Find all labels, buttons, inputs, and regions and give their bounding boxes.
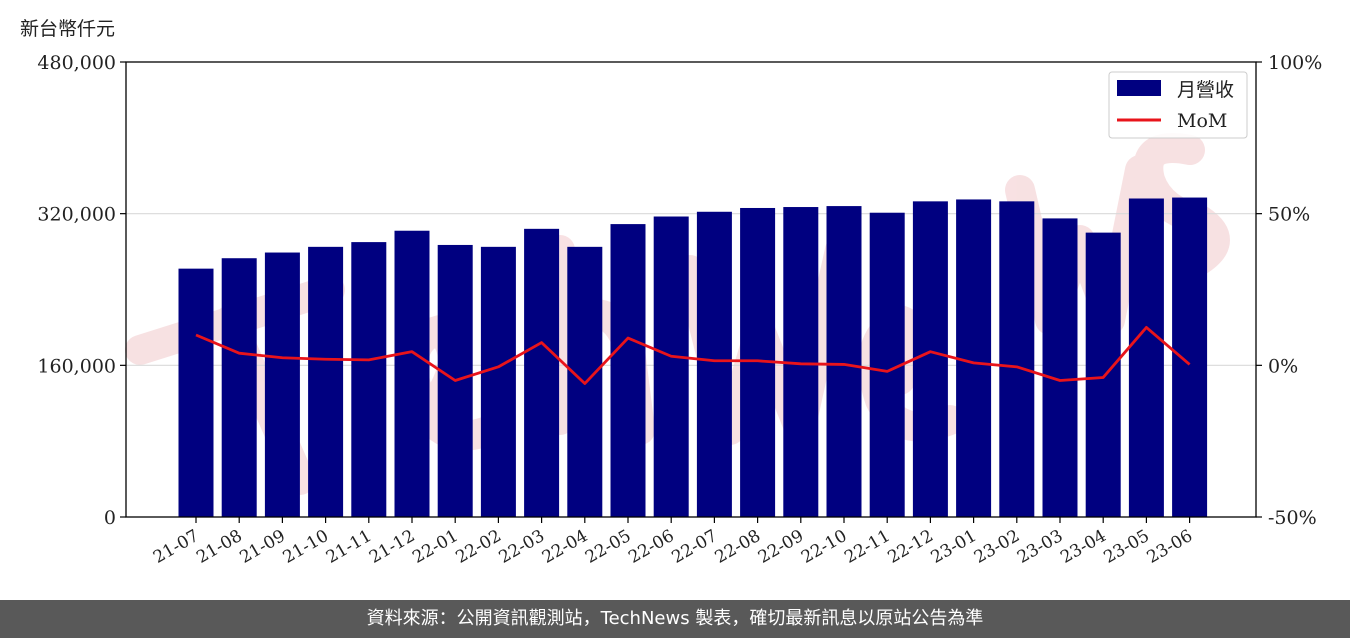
revenue-bar bbox=[308, 246, 344, 517]
x-tick-label: 23-04 bbox=[1057, 526, 1109, 568]
left-tick-label: 320,000 bbox=[37, 204, 116, 226]
revenue-bar bbox=[696, 211, 732, 518]
revenue-bar bbox=[1085, 232, 1121, 517]
x-tick-label: 23-03 bbox=[1014, 526, 1066, 568]
revenue-bar bbox=[956, 199, 992, 517]
revenue-bar bbox=[394, 230, 430, 517]
left-tick-label: 0 bbox=[104, 507, 116, 529]
x-tick-label: 21-07 bbox=[150, 526, 202, 568]
right-tick-label: -50% bbox=[1268, 507, 1317, 529]
revenue-bar bbox=[1042, 218, 1078, 517]
x-tick-label: 22-08 bbox=[712, 526, 764, 568]
x-tick-label: 21-08 bbox=[193, 526, 245, 568]
x-tick-label: 23-05 bbox=[1100, 526, 1152, 568]
right-tick-label: 100% bbox=[1268, 52, 1322, 74]
legend-label-mom: MoM bbox=[1177, 110, 1227, 132]
x-tick-label: 22-02 bbox=[452, 526, 504, 568]
revenue-bar bbox=[351, 242, 387, 517]
legend: 月營收 MoM bbox=[1108, 71, 1248, 139]
x-tick-label: 22-07 bbox=[668, 526, 720, 568]
left-tick-label: 480,000 bbox=[37, 52, 116, 74]
revenue-bar bbox=[912, 201, 948, 517]
x-tick-label: 21-12 bbox=[366, 526, 418, 568]
x-tick-label: 22-09 bbox=[755, 526, 807, 568]
revenue-bar bbox=[1172, 197, 1208, 518]
x-tick-label: 23-01 bbox=[928, 526, 980, 568]
revenue-bar bbox=[653, 216, 689, 517]
x-tick-label: 23-06 bbox=[1144, 526, 1196, 568]
right-tick-label: 0% bbox=[1268, 355, 1298, 377]
x-tick-label: 22-05 bbox=[582, 526, 634, 568]
x-tick-label: 23-02 bbox=[971, 526, 1023, 568]
x-tick-label: 21-09 bbox=[236, 526, 288, 568]
x-tick-label: 22-04 bbox=[539, 526, 591, 568]
x-tick-label: 22-03 bbox=[496, 526, 548, 568]
left-tick-label: 160,000 bbox=[37, 355, 116, 377]
revenue-bar bbox=[264, 252, 300, 517]
revenue-bar bbox=[480, 246, 516, 517]
x-tick-label: 22-11 bbox=[841, 526, 893, 568]
x-tick-label: 21-10 bbox=[280, 526, 332, 568]
revenue-bar bbox=[610, 224, 646, 517]
left-y-axis: 0 160,000 320,000 480,000 bbox=[37, 52, 126, 529]
revenue-bar bbox=[999, 201, 1035, 517]
source-footer: 資料來源：公開資訊觀測站，TechNews 製表，確切最新訊息以原站公告為準 bbox=[0, 600, 1350, 638]
x-tick-label: 22-12 bbox=[884, 526, 936, 568]
x-tick-label: 21-11 bbox=[323, 526, 375, 568]
revenue-bar bbox=[178, 268, 214, 517]
x-axis: 21-0721-0821-0921-1021-1121-1222-0122-02… bbox=[150, 517, 1196, 568]
right-tick-label: 50% bbox=[1268, 204, 1310, 226]
x-tick-label: 22-06 bbox=[625, 526, 677, 568]
revenue-bar bbox=[1128, 198, 1164, 517]
y-axis-unit-label: 新台幣仟元 bbox=[20, 18, 116, 40]
plot-frame bbox=[125, 61, 1257, 518]
legend-label-revenue: 月營收 bbox=[1177, 79, 1234, 101]
mom-line-layer bbox=[195, 326, 1191, 385]
x-tick-label: 22-10 bbox=[798, 526, 850, 568]
revenue-bars bbox=[178, 197, 1208, 518]
x-tick-label: 22-01 bbox=[409, 526, 461, 568]
legend-swatch-revenue bbox=[1117, 80, 1161, 96]
revenue-bar bbox=[826, 206, 862, 518]
right-y-axis: -50% 0% 50% 100% bbox=[1256, 52, 1322, 529]
revenue-bar bbox=[221, 258, 257, 517]
mom-line bbox=[195, 326, 1191, 385]
revenue-bar bbox=[524, 228, 560, 518]
revenue-chart: 0 160,000 320,000 480,000 -50% 0% 50% 100% 21-… bbox=[37, 52, 1322, 568]
